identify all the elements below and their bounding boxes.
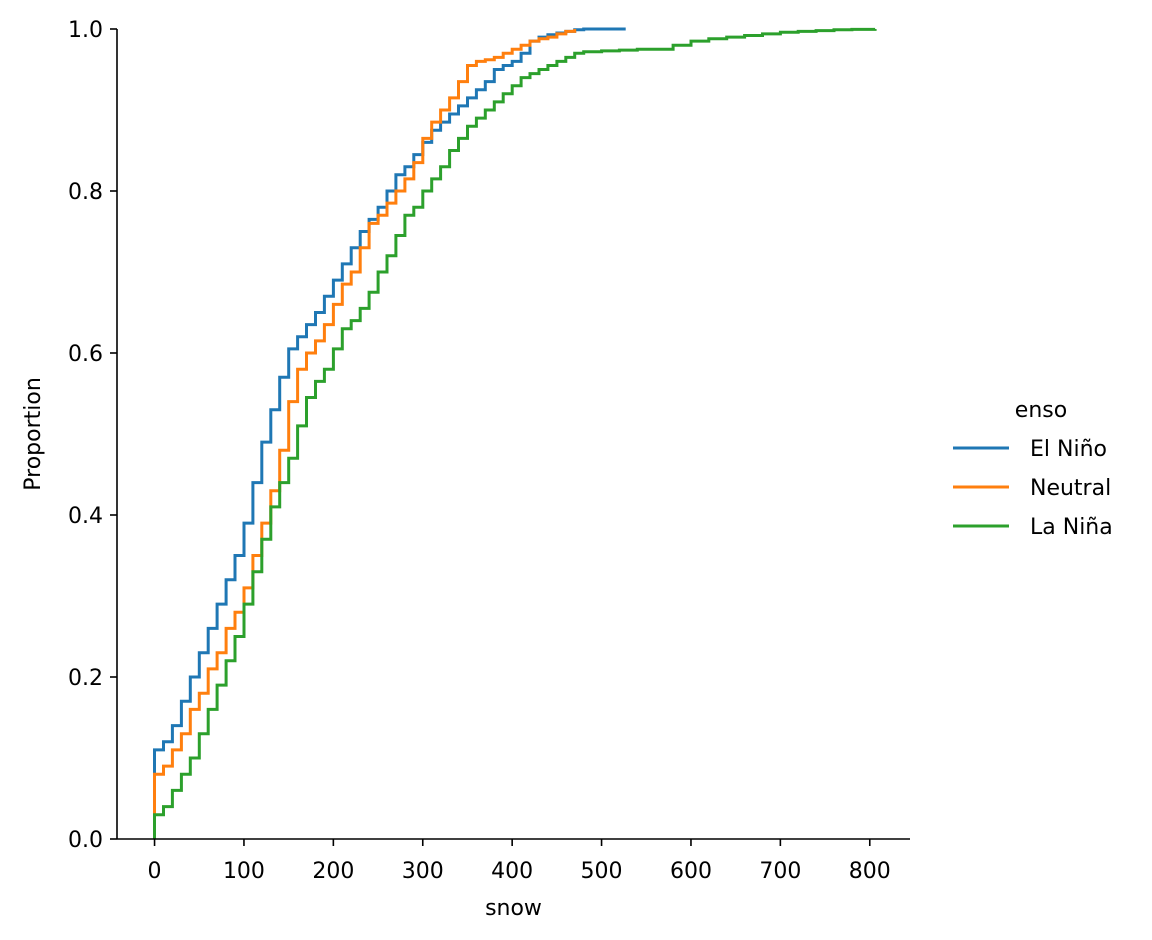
x-tick-label: 800 [849, 859, 891, 884]
legend-label-la-nina: La Niña [1030, 515, 1113, 540]
y-tick-label: 0.0 [68, 828, 103, 853]
legend-title: enso [1015, 398, 1067, 423]
x-tick-label: 200 [312, 859, 354, 884]
series-lines [153, 27, 877, 839]
x-axis-ticks: 0 100 200 300 400 500 600 700 800 [148, 839, 891, 884]
x-tick-label: 600 [670, 859, 712, 884]
series-line-neutral [153, 29, 577, 839]
y-axis-ticks: 0.0 0.2 0.4 0.6 0.8 1.0 [68, 18, 117, 853]
x-axis-label: snow [485, 896, 542, 921]
legend-label-neutral: Neutral [1030, 476, 1111, 501]
y-axis-label: Proportion [21, 377, 46, 491]
x-tick-label: 100 [223, 859, 265, 884]
y-tick-label: 0.6 [68, 342, 103, 367]
x-tick-label: 300 [402, 859, 444, 884]
y-tick-label: 0.8 [68, 180, 103, 205]
x-tick-label: 0 [148, 859, 162, 884]
y-tick-label: 0.2 [68, 666, 103, 691]
y-tick-label: 1.0 [68, 18, 103, 43]
legend-label-el-nino: El Niño [1030, 437, 1107, 462]
x-tick-label: 500 [581, 859, 623, 884]
axes [116, 29, 910, 840]
x-tick-label: 700 [759, 859, 801, 884]
series-line-el-nino [153, 27, 626, 839]
x-tick-label: 400 [491, 859, 533, 884]
series-line-la-nina [153, 27, 877, 839]
y-tick-label: 0.4 [68, 504, 103, 529]
legend: enso El Niño Neutral La Niña [953, 398, 1113, 540]
